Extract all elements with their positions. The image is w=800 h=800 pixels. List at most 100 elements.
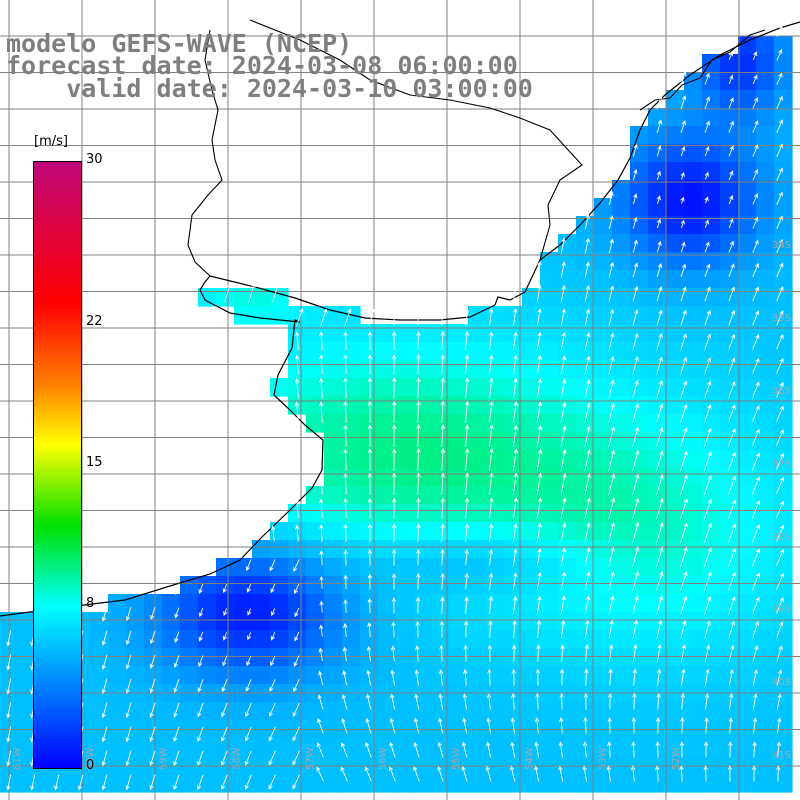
wind-arrow bbox=[630, 765, 636, 782]
wind-arrow bbox=[704, 475, 712, 495]
wind-cell bbox=[486, 450, 505, 469]
wind-arrow bbox=[584, 425, 591, 447]
wind-cell bbox=[108, 630, 127, 649]
wind-cell bbox=[756, 360, 775, 379]
wind-arrow bbox=[488, 424, 494, 448]
wind-cell bbox=[522, 450, 541, 469]
wind-arrow bbox=[704, 498, 712, 519]
wind-arrow bbox=[584, 619, 590, 639]
wind-arrow bbox=[416, 377, 421, 399]
wind-cell bbox=[378, 432, 397, 451]
wind-cell bbox=[486, 414, 505, 433]
wind-cell bbox=[630, 306, 649, 325]
wind-cell bbox=[522, 378, 541, 397]
wind-arrow bbox=[727, 523, 737, 543]
wind-cell bbox=[180, 594, 199, 613]
wind-cell bbox=[468, 342, 487, 361]
wind-arrow bbox=[751, 476, 761, 495]
wind-cell bbox=[126, 630, 145, 649]
wind-arrow bbox=[632, 168, 638, 181]
wind-cell bbox=[702, 612, 721, 631]
wind-cell bbox=[234, 774, 253, 793]
wind-cell bbox=[684, 270, 703, 289]
wind-cell bbox=[522, 432, 541, 451]
wind-cell bbox=[198, 648, 217, 667]
wind-arrow bbox=[703, 741, 709, 758]
wind-cell bbox=[414, 432, 433, 451]
wind-arrow bbox=[632, 546, 640, 567]
wind-cell bbox=[90, 702, 109, 721]
wind-arrow bbox=[728, 571, 736, 591]
wind-cell bbox=[684, 450, 703, 469]
wind-arrow bbox=[606, 765, 612, 782]
wind-cell bbox=[594, 540, 613, 559]
wind-cell bbox=[450, 450, 469, 469]
wind-cell bbox=[324, 738, 343, 757]
wind-cell bbox=[540, 756, 559, 775]
wind-arrow bbox=[294, 607, 300, 618]
wind-cell bbox=[486, 648, 505, 667]
wind-arrow bbox=[680, 546, 688, 567]
wind-cell bbox=[360, 342, 379, 361]
wind-cell bbox=[774, 432, 793, 451]
wind-arrow bbox=[582, 765, 588, 782]
wind-cell bbox=[522, 774, 541, 793]
wind-arrow bbox=[101, 774, 108, 791]
wind-arrow bbox=[680, 571, 688, 591]
wind-cell bbox=[576, 648, 595, 667]
wind-cell bbox=[612, 414, 631, 433]
uruguay-river bbox=[187, 29, 223, 277]
wind-cell bbox=[684, 360, 703, 379]
wind-cell bbox=[486, 378, 505, 397]
wind-arrow bbox=[704, 427, 712, 447]
wind-arrow bbox=[319, 575, 324, 589]
wind-arrow bbox=[464, 596, 469, 614]
wind-arrow bbox=[776, 357, 784, 374]
wind-cell bbox=[234, 738, 253, 757]
wind-cell bbox=[738, 54, 757, 73]
wind-cell bbox=[18, 666, 37, 685]
wind-arrow bbox=[704, 547, 712, 567]
wind-cell bbox=[612, 306, 631, 325]
wind-arrow bbox=[776, 405, 784, 422]
wind-cell bbox=[702, 144, 721, 163]
wind-arrow bbox=[656, 403, 664, 423]
wind-cell bbox=[558, 270, 577, 289]
wind-arrow bbox=[680, 717, 685, 734]
wind-cell bbox=[378, 756, 397, 775]
wind-arrow bbox=[584, 473, 591, 495]
wind-cell bbox=[486, 666, 505, 685]
wind-cell bbox=[414, 756, 433, 775]
wind-arrow bbox=[656, 356, 663, 374]
wind-cell bbox=[360, 450, 379, 469]
wind-cell bbox=[486, 702, 505, 721]
wind-cell bbox=[774, 558, 793, 577]
wind-arrow bbox=[679, 741, 685, 758]
wind-cell bbox=[324, 342, 343, 361]
wind-cell bbox=[468, 612, 487, 631]
wind-arrow bbox=[608, 285, 615, 302]
wind-cell bbox=[216, 630, 235, 649]
wind-cell bbox=[270, 288, 289, 307]
wind-cell bbox=[396, 558, 415, 577]
wind-cell bbox=[450, 648, 469, 667]
wind-cell bbox=[756, 450, 775, 469]
wind-arrow bbox=[536, 261, 542, 278]
wind-arrow bbox=[464, 330, 470, 351]
wind-arrow bbox=[343, 622, 348, 638]
wind-cell bbox=[774, 36, 793, 55]
wind-arrow bbox=[704, 96, 711, 109]
wind-cell bbox=[756, 54, 775, 73]
wind-cell bbox=[756, 504, 775, 523]
wind-cell bbox=[684, 540, 703, 559]
wind-arrow bbox=[632, 403, 640, 423]
wind-cell bbox=[468, 576, 487, 595]
wind-cell bbox=[720, 234, 739, 253]
wind-cell bbox=[756, 630, 775, 649]
wind-cell bbox=[504, 774, 523, 793]
wind-cell bbox=[504, 486, 523, 505]
wind-cell bbox=[684, 414, 703, 433]
wind-cell bbox=[450, 414, 469, 433]
wind-cell bbox=[396, 432, 415, 451]
wind-cell bbox=[756, 342, 775, 361]
